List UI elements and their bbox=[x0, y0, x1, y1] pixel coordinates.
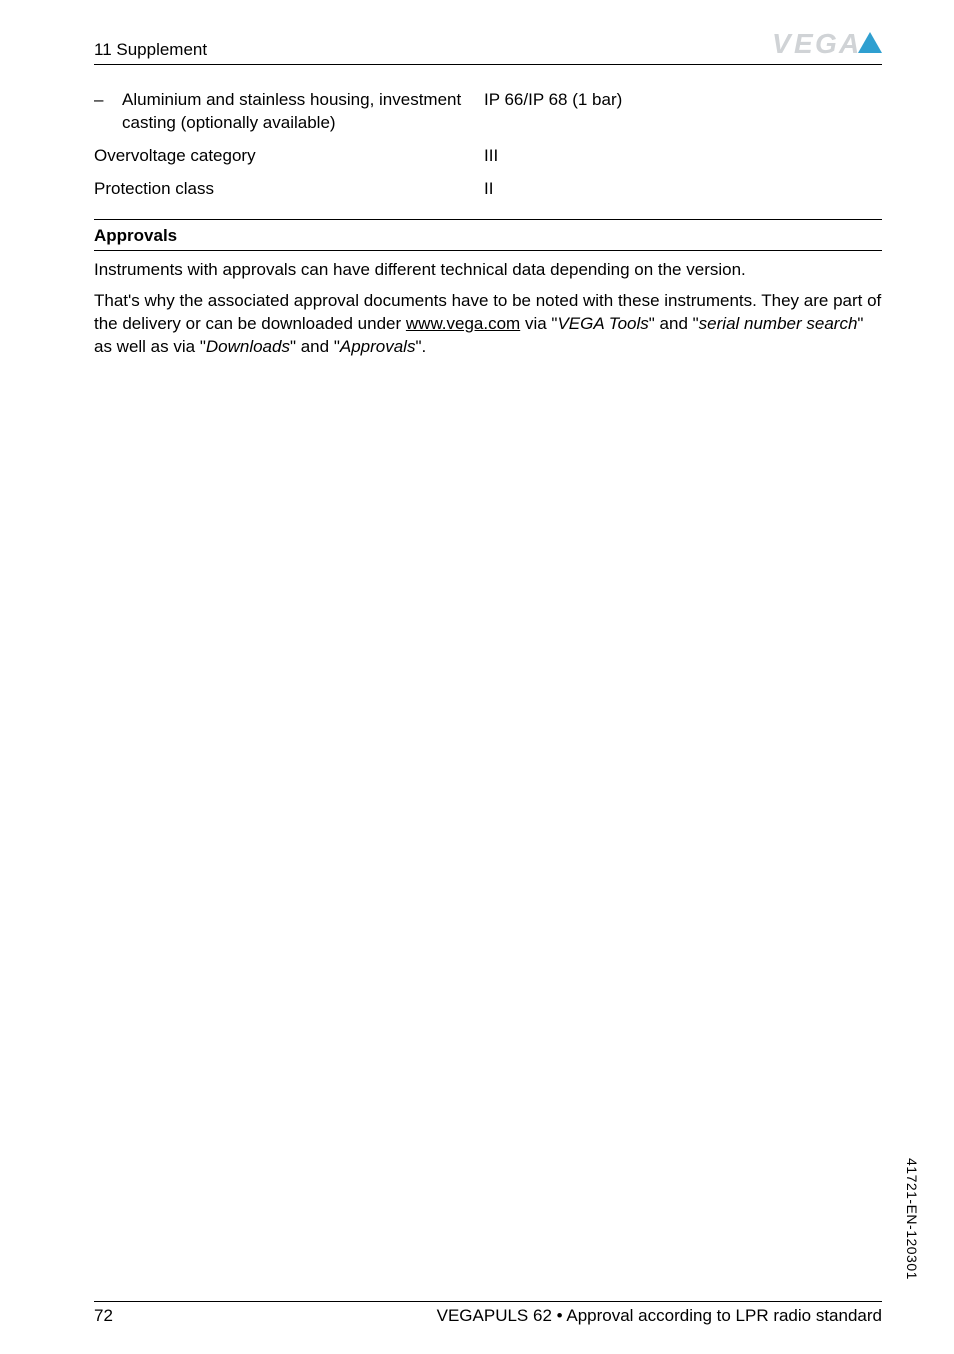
italic-text: Approvals bbox=[340, 337, 416, 356]
spec-label: Overvoltage category bbox=[94, 145, 484, 168]
svg-text:A: A bbox=[838, 28, 859, 59]
italic-text: serial number search bbox=[699, 314, 858, 333]
approvals-heading: Approvals bbox=[94, 220, 882, 251]
italic-text: VEGA Tools bbox=[557, 314, 648, 333]
spec-value: III bbox=[484, 145, 882, 168]
spec-row-housing: – Aluminium and stainless housing, inves… bbox=[94, 89, 882, 135]
svg-text:G: G bbox=[815, 28, 837, 59]
spec-label: Protection class bbox=[94, 178, 484, 201]
page-number: 72 bbox=[94, 1306, 113, 1326]
spec-value: II bbox=[484, 178, 882, 201]
svg-text:E: E bbox=[794, 28, 814, 59]
dash: – bbox=[94, 89, 122, 135]
url-link[interactable]: www.vega.com bbox=[406, 314, 520, 333]
svg-text:V: V bbox=[772, 28, 793, 59]
approvals-paragraph-1: Instruments with approvals can have diff… bbox=[94, 259, 882, 282]
text: via " bbox=[520, 314, 557, 333]
page-header-title: 11 Supplement bbox=[94, 40, 207, 60]
text: ". bbox=[415, 337, 426, 356]
text: " and " bbox=[290, 337, 340, 356]
approvals-paragraph-2: That's why the associated approval docum… bbox=[94, 290, 882, 359]
footer-product: VEGAPULS 62 • Approval according to LPR … bbox=[437, 1306, 882, 1326]
italic-text: Downloads bbox=[206, 337, 290, 356]
text: " and " bbox=[649, 314, 699, 333]
vega-logo: V E G A bbox=[772, 28, 882, 60]
spec-row-overvoltage: Overvoltage category III bbox=[94, 145, 882, 168]
page-footer: 72 VEGAPULS 62 • Approval according to L… bbox=[94, 1301, 882, 1326]
spec-label: Aluminium and stainless housing, investm… bbox=[122, 89, 484, 135]
document-code: 41721-EN-120301 bbox=[904, 1158, 920, 1280]
spec-table: – Aluminium and stainless housing, inves… bbox=[94, 89, 882, 201]
spec-row-protection: Protection class II bbox=[94, 178, 882, 201]
spec-value: IP 66/IP 68 (1 bar) bbox=[484, 89, 882, 112]
